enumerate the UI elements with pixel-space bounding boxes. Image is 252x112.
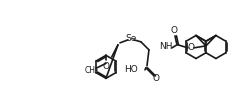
Text: CH₃: CH₃ (85, 66, 99, 75)
Text: HO: HO (124, 65, 138, 74)
Text: Se: Se (125, 34, 137, 43)
Text: O: O (152, 74, 160, 83)
Text: O: O (103, 62, 109, 71)
Text: NH: NH (159, 42, 173, 51)
Text: O: O (187, 43, 195, 52)
Text: O: O (170, 26, 177, 35)
